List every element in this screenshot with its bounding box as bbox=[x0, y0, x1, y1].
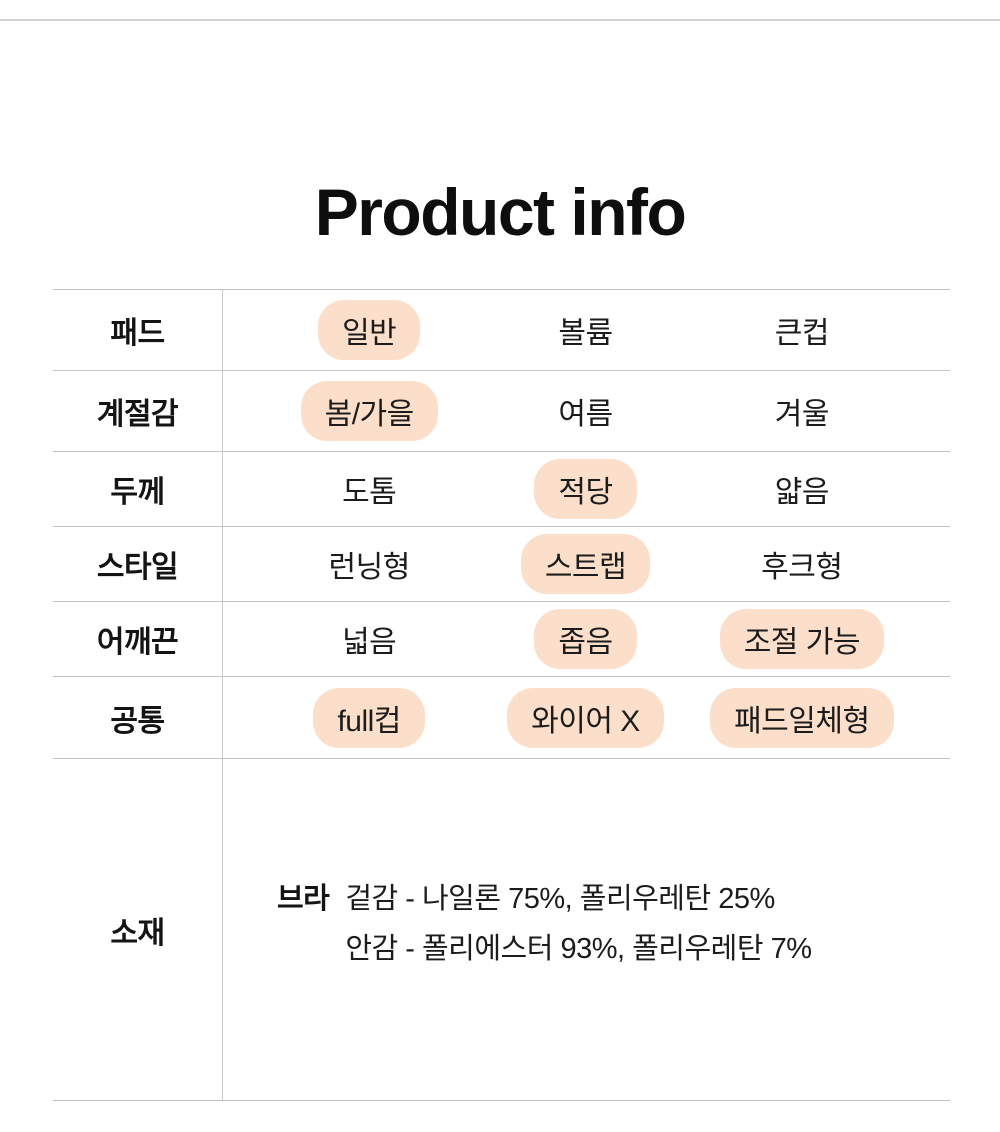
value-cell: 겨울 bbox=[694, 381, 910, 441]
value-cell: 볼륨 bbox=[477, 300, 693, 360]
material-content: 브라 겉감 - 나일론 75%, 폴리우레탄 25% 안감 - 폴리에스터 93… bbox=[222, 759, 950, 1100]
row-label: 패드 bbox=[110, 317, 165, 350]
row-label: 어깨끈 bbox=[96, 626, 179, 659]
value-chip: 볼륨 bbox=[558, 317, 613, 350]
row-values: 런닝형 스트랩 후크형 bbox=[222, 527, 950, 601]
value-cell: 도톰 bbox=[261, 459, 477, 519]
spec-row-strap: 어깨끈 넓음 좁음 조절 가능 bbox=[53, 602, 950, 677]
value-chip: 후크형 bbox=[761, 551, 843, 584]
spec-row-material: 소재 브라 겉감 - 나일론 75%, 폴리우레탄 25% 안감 - 폴리에스터… bbox=[53, 759, 950, 1101]
value-cell: 적당 bbox=[477, 459, 693, 519]
value-cell: 좁음 bbox=[477, 609, 693, 669]
row-label: 계절감 bbox=[96, 398, 179, 431]
value-chip: 패드일체형 bbox=[710, 687, 894, 748]
row-label: 스타일 bbox=[96, 551, 179, 584]
spec-row-pad: 패드 일반 볼륨 큰컵 bbox=[53, 290, 950, 371]
row-values: 일반 볼륨 큰컵 bbox=[222, 290, 950, 370]
value-chip: 조절 가능 bbox=[719, 609, 884, 669]
material-item-name: 브라 bbox=[277, 882, 330, 915]
value-chip: 얇음 bbox=[774, 476, 830, 509]
value-chip: 여름 bbox=[558, 398, 613, 431]
value-cell: 여름 bbox=[477, 381, 693, 441]
row-label: 두께 bbox=[110, 476, 165, 509]
value-cell: 패드일체형 bbox=[694, 687, 910, 748]
row-values: 도톰 적당 얇음 bbox=[222, 452, 950, 526]
value-cell: 큰컵 bbox=[694, 300, 910, 360]
spec-row-thickness: 두께 도톰 적당 얇음 bbox=[53, 452, 950, 527]
row-values: 넓음 좁음 조절 가능 bbox=[222, 602, 950, 676]
value-cell: 런닝형 bbox=[261, 534, 477, 594]
material-line-outer: 겉감 - 나일론 75%, 폴리우레탄 25% bbox=[345, 882, 775, 915]
value-chip: 큰컵 bbox=[774, 317, 830, 350]
spec-row-common: 공통 full컵 와이어 X 패드일체형 bbox=[53, 677, 950, 759]
value-cell: 와이어 X bbox=[477, 687, 693, 748]
value-chip: 겨울 bbox=[774, 398, 830, 431]
row-values: full컵 와이어 X 패드일체형 bbox=[222, 677, 950, 758]
material-lines: 겉감 - 나일론 75%, 폴리우레탄 25% 안감 - 폴리에스터 93%, … bbox=[345, 874, 812, 974]
value-cell: 후크형 bbox=[694, 534, 910, 594]
value-chip: 일반 bbox=[318, 300, 421, 360]
value-chip: 도톰 bbox=[342, 476, 397, 509]
spec-row-season: 계절감 봄/가을 여름 겨울 bbox=[53, 371, 950, 452]
value-chip: 스트랩 bbox=[520, 534, 651, 594]
value-chip: full컵 bbox=[313, 687, 425, 748]
value-cell: 봄/가을 bbox=[261, 381, 477, 441]
value-chip: 넓음 bbox=[342, 626, 397, 659]
value-cell: 조절 가능 bbox=[694, 609, 910, 669]
top-section-divider bbox=[0, 19, 1000, 21]
row-values: 봄/가을 여름 겨울 bbox=[222, 371, 950, 451]
spec-row-style: 스타일 런닝형 스트랩 후크형 bbox=[53, 527, 950, 602]
material-line-lining: 안감 - 폴리에스터 93%, 폴리우레탄 7% bbox=[345, 932, 812, 965]
value-cell: 일반 bbox=[261, 300, 477, 360]
value-cell: 넓음 bbox=[261, 609, 477, 669]
material-block: 브라 겉감 - 나일론 75%, 폴리우레탄 25% 안감 - 폴리에스터 93… bbox=[277, 874, 812, 974]
value-cell: 얇음 bbox=[694, 459, 910, 519]
row-label: 소재 bbox=[110, 916, 165, 950]
value-chip: 적당 bbox=[534, 459, 637, 519]
page-title: Product info bbox=[314, 175, 687, 250]
product-spec-table: 패드 일반 볼륨 큰컵 계절감 봄/가을 여름 겨울 두께 도톰 적당 얇음 bbox=[53, 289, 950, 1101]
value-chip: 좁음 bbox=[534, 609, 637, 669]
value-cell: 스트랩 bbox=[477, 534, 693, 594]
value-cell: full컵 bbox=[261, 687, 477, 748]
value-chip: 와이어 X bbox=[507, 687, 664, 748]
row-label: 공통 bbox=[110, 704, 165, 738]
value-chip: 런닝형 bbox=[328, 551, 411, 584]
value-chip: 봄/가을 bbox=[300, 381, 438, 441]
